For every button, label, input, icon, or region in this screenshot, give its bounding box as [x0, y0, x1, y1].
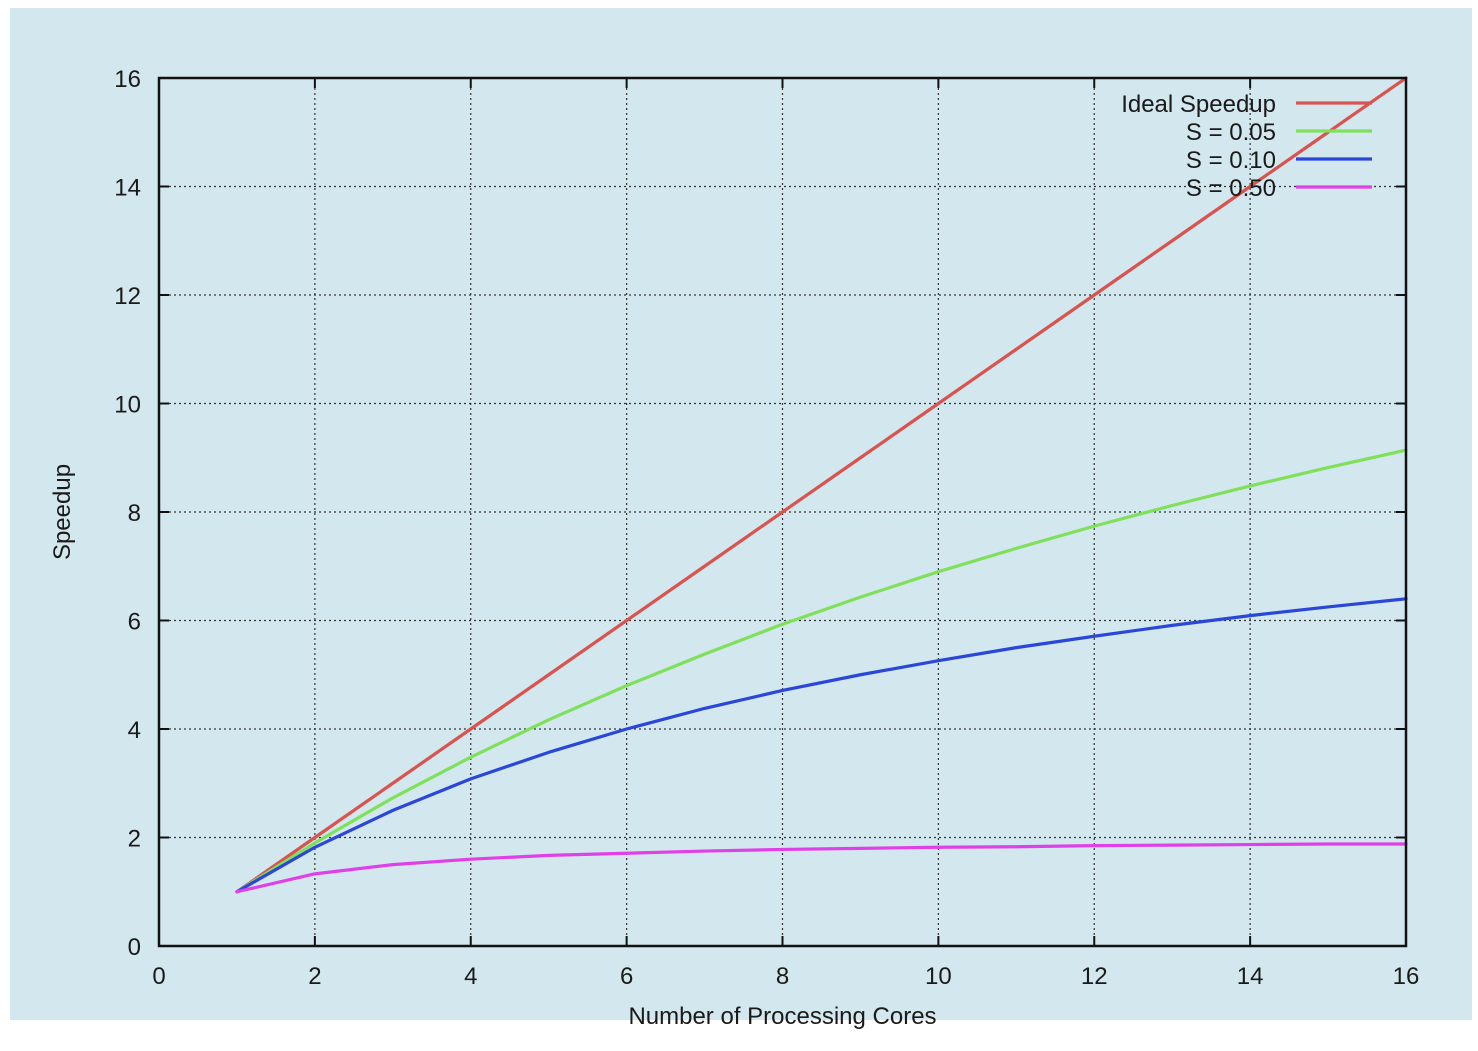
x-tick-label: 14 [1237, 963, 1264, 990]
y-tick-label: 12 [114, 283, 141, 310]
y-tick-label: 10 [114, 392, 141, 419]
y-tick-label: 6 [128, 609, 141, 636]
series-line-s-0-50 [235, 842, 1408, 894]
y-tick-label: 4 [128, 717, 141, 744]
axis-ticks: 0 2 4 6 8 10 12 14 16 0 2 4 6 8 10 12 14 16 [114, 66, 1419, 990]
x-tick-label: 0 [152, 963, 165, 990]
y-tick-label: 0 [128, 934, 141, 961]
legend-label-s-0-50: S = 0.50 [1186, 175, 1276, 202]
x-tick-label: 6 [620, 963, 633, 990]
x-tick-label: 8 [776, 963, 789, 990]
series-line-s-0-10 [235, 597, 1408, 894]
legend-label-ideal-speedup: Ideal Speedup [1121, 91, 1276, 118]
y-tick-label: 2 [128, 826, 141, 853]
x-tick-label: 16 [1393, 963, 1420, 990]
y-axis-label: Speedup [49, 464, 76, 560]
x-tick-label: 10 [925, 963, 952, 990]
x-axis-label: Number of Processing Cores [628, 1003, 936, 1030]
x-tick-label: 4 [464, 963, 477, 990]
series-line-ideal-speedup [235, 76, 1408, 894]
x-tick-label: 2 [308, 963, 321, 990]
legend-label-s-0-10: S = 0.10 [1186, 147, 1276, 174]
y-tick-label: 14 [114, 175, 141, 202]
y-tick-label: 16 [114, 66, 141, 93]
legend-label-s-0-05: S = 0.05 [1186, 119, 1276, 146]
series-lines [235, 76, 1408, 894]
series-line-s-0-05 [235, 448, 1408, 894]
y-tick-label: 8 [128, 500, 141, 527]
x-tick-label: 12 [1081, 963, 1108, 990]
